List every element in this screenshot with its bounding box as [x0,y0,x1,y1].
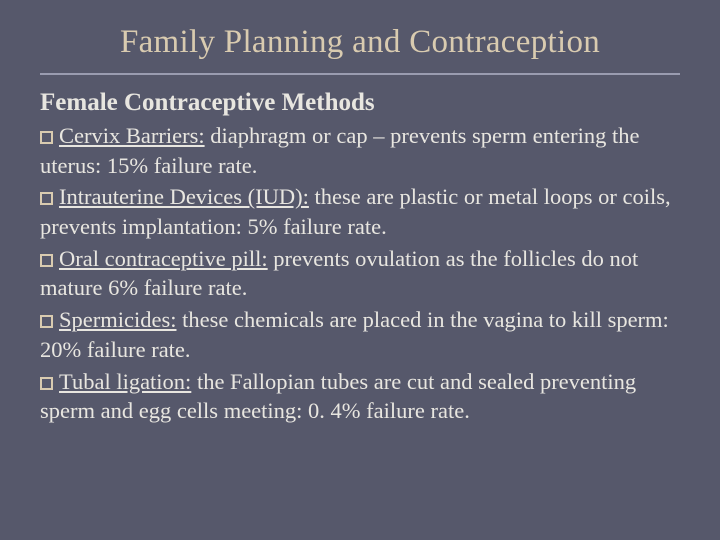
square-bullet-icon [40,131,53,144]
slide-subtitle: Female Contraceptive Methods [40,89,680,117]
item-lead: Intrauterine Devices (IUD): [59,184,309,209]
slide-title: Family Planning and Contraception [40,24,680,75]
item-lead: Spermicides: [59,307,176,332]
square-bullet-icon [40,377,53,390]
square-bullet-icon [40,315,53,328]
list-item: Intrauterine Devices (IUD): these are pl… [40,182,680,241]
list-item: Cervix Barriers: diaphragm or cap – prev… [40,121,680,180]
list-item: Tubal ligation: the Fallopian tubes are … [40,367,680,426]
list-item: Oral contraceptive pill: prevents ovulat… [40,244,680,303]
item-lead: Oral contraceptive pill: [59,246,268,271]
slide-body: Cervix Barriers: diaphragm or cap – prev… [40,121,680,426]
square-bullet-icon [40,192,53,205]
slide-container: Family Planning and Contraception Female… [0,0,720,540]
item-lead: Tubal ligation: [59,369,191,394]
list-item: Spermicides: these chemicals are placed … [40,305,680,364]
item-lead: Cervix Barriers: [59,123,205,148]
square-bullet-icon [40,254,53,267]
